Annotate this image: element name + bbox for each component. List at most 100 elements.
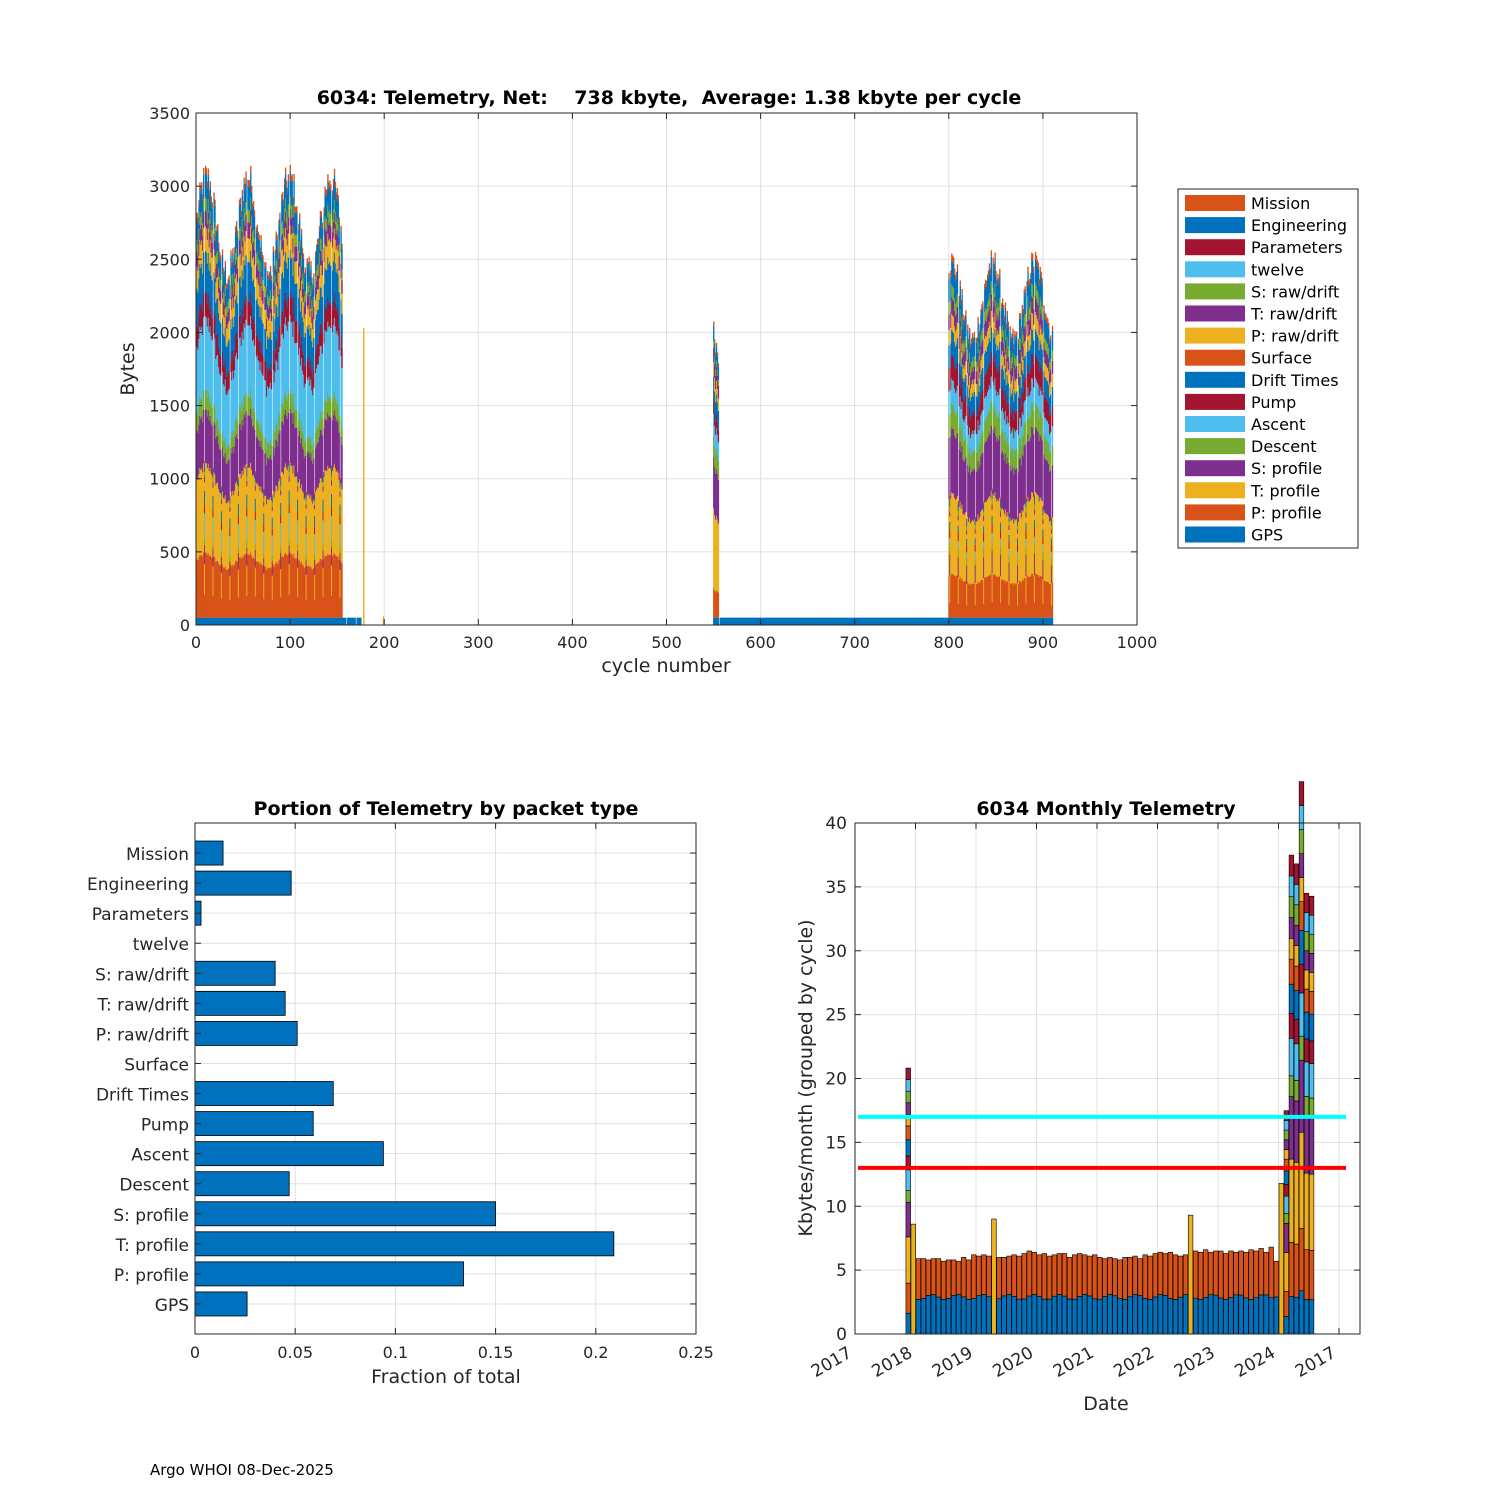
top-bar-segment — [986, 617, 989, 625]
top-bar-segment — [975, 452, 977, 472]
top-bar-segment — [332, 396, 335, 416]
top-bar-segment — [211, 557, 213, 618]
top-bar-segment — [988, 408, 991, 433]
top-bar-segment — [270, 617, 273, 625]
top-bar-segment — [219, 448, 221, 493]
top-bar-segment — [287, 465, 290, 554]
top-bar-segment — [1003, 315, 1006, 322]
top-bar-segment — [255, 561, 258, 618]
top-bar-segment — [953, 268, 956, 275]
top-bar-segment — [1001, 429, 1004, 451]
top-bar-segment — [965, 617, 967, 625]
top-bar-segment — [275, 338, 277, 360]
top-bar-segment — [1008, 548, 1010, 556]
top-bar-segment — [1001, 304, 1004, 326]
top-bar-segment — [1019, 512, 1022, 581]
top-bar-segment — [983, 577, 985, 604]
top-bar-segment — [1029, 576, 1031, 618]
top-bar-segment — [987, 327, 990, 344]
top-bar-segment — [203, 252, 205, 293]
top-bar-segment — [1032, 260, 1034, 285]
top-bar-segment — [877, 617, 880, 625]
top-bar-segment — [254, 519, 257, 544]
top-x-tick-label: 200 — [369, 633, 400, 652]
top-bar-segment — [242, 316, 244, 340]
top-bar-segment — [273, 312, 275, 332]
top-bar-segment — [262, 434, 264, 451]
top-bar-segment — [793, 617, 795, 625]
top-bar-segment — [736, 617, 738, 625]
top-bar-segment — [1016, 331, 1018, 337]
br-bar-segment — [1142, 1254, 1148, 1299]
top-bar-segment — [967, 405, 969, 426]
top-bar-segment — [238, 199, 241, 206]
top-bar-segment — [219, 564, 221, 618]
top-bar-segment — [1024, 326, 1026, 342]
top-bar-segment — [965, 310, 967, 316]
top-bar-segment — [714, 391, 716, 413]
top-bar-segment — [324, 469, 326, 556]
top-bar-segment — [216, 252, 218, 264]
top-bar-segment — [973, 583, 976, 618]
top-bar-segment — [984, 323, 986, 339]
top-bar-segment — [203, 409, 205, 464]
top-bar-segment — [1033, 536, 1036, 545]
top-bar-segment — [226, 376, 228, 396]
top-bar-segment — [1037, 305, 1040, 322]
top-bar-segment — [958, 334, 961, 349]
top-bar-segment — [356, 617, 358, 625]
top-bar-segment — [328, 264, 330, 304]
top-bar-segment — [1008, 512, 1010, 515]
top-bar-segment — [292, 238, 294, 254]
top-bar-segment — [1033, 272, 1035, 297]
top-bar-segment — [265, 329, 267, 362]
top-bar-segment — [196, 218, 198, 241]
top-bar-segment — [249, 617, 251, 625]
top-bar-segment — [237, 552, 240, 570]
top-bar-segment — [1010, 521, 1012, 584]
top-bar-segment — [327, 204, 329, 218]
top-bar-segment — [329, 415, 331, 468]
top-bar-segment — [261, 564, 263, 618]
top-bar-segment — [270, 275, 273, 281]
top-bar-segment — [236, 303, 239, 339]
top-bar-segment — [1005, 463, 1008, 517]
top-bar-segment — [845, 617, 848, 625]
top-bar-segment — [312, 569, 314, 618]
top-bar-segment — [979, 372, 981, 386]
top-bar-segment — [839, 617, 841, 625]
top-bar-segment — [207, 228, 210, 253]
top-bar-segment — [272, 271, 275, 283]
top-bar-segment — [821, 617, 823, 625]
top-bar-segment — [274, 285, 276, 300]
top-bar-segment — [285, 554, 288, 618]
top-bar-segment — [227, 311, 229, 324]
top-bar-segment — [1045, 377, 1047, 399]
top-bar-segment — [952, 286, 954, 300]
top-bar-segment — [1015, 381, 1017, 394]
top-bar-segment — [857, 617, 859, 625]
top-bar-segment — [1033, 363, 1035, 388]
top-bar-segment — [985, 308, 987, 321]
top-bar-segment — [248, 186, 250, 210]
top-bar-segment — [221, 351, 224, 372]
top-bar-segment — [987, 300, 990, 313]
top-bar-segment — [1050, 558, 1053, 566]
top-bar-segment — [220, 598, 223, 618]
top-bar-segment — [985, 418, 987, 442]
top-bar-segment — [328, 240, 330, 265]
bl-category-label: T: raw/drift — [96, 995, 189, 1015]
top-bar-segment — [248, 467, 250, 555]
top-bar-segment — [976, 384, 978, 397]
top-bar-segment — [287, 321, 290, 394]
top-chart-title: 6034: Telemetry, Net: 738 kbyte, Average… — [317, 87, 1022, 109]
top-bar-segment — [220, 617, 223, 625]
top-bar-segment — [225, 376, 227, 395]
br-bar-segment — [905, 1090, 911, 1104]
top-bar-segment — [1049, 471, 1051, 522]
top-bar-segment — [969, 375, 971, 389]
top-bar-segment — [288, 617, 291, 625]
top-bar-segment — [1020, 331, 1023, 352]
top-bar-segment — [997, 499, 999, 577]
top-bar-segment — [982, 307, 984, 329]
